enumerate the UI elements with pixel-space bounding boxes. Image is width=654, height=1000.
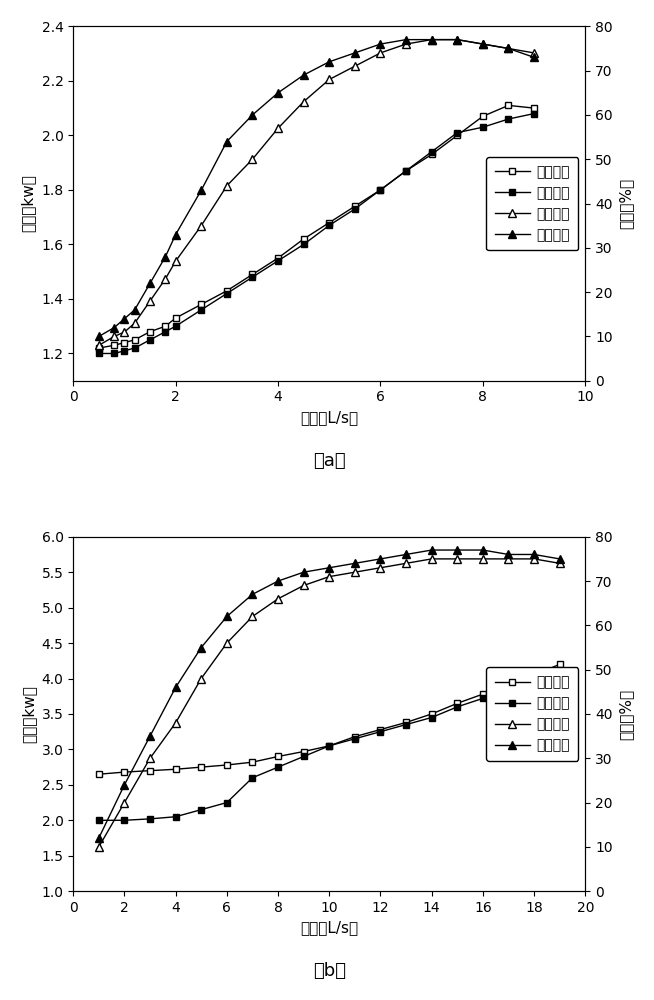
Legend: 计算功率, 试验功率, 计算效率, 试验效率: 计算功率, 试验功率, 计算效率, 试验效率 bbox=[487, 667, 578, 761]
Y-axis label: 功率（kw）: 功率（kw） bbox=[21, 175, 36, 232]
Y-axis label: 效率（%）: 效率（%） bbox=[618, 688, 633, 740]
Text: （a）: （a） bbox=[313, 452, 345, 470]
Y-axis label: 效率（%）: 效率（%） bbox=[618, 178, 633, 229]
Y-axis label: 功率（kw）: 功率（kw） bbox=[21, 685, 36, 743]
X-axis label: 流量（L/s）: 流量（L/s） bbox=[300, 920, 358, 935]
Text: （b）: （b） bbox=[313, 962, 346, 980]
X-axis label: 流量（L/s）: 流量（L/s） bbox=[300, 410, 358, 425]
Legend: 计算功率, 试验功率, 计算效率, 试验效率: 计算功率, 试验功率, 计算效率, 试验效率 bbox=[487, 157, 578, 250]
